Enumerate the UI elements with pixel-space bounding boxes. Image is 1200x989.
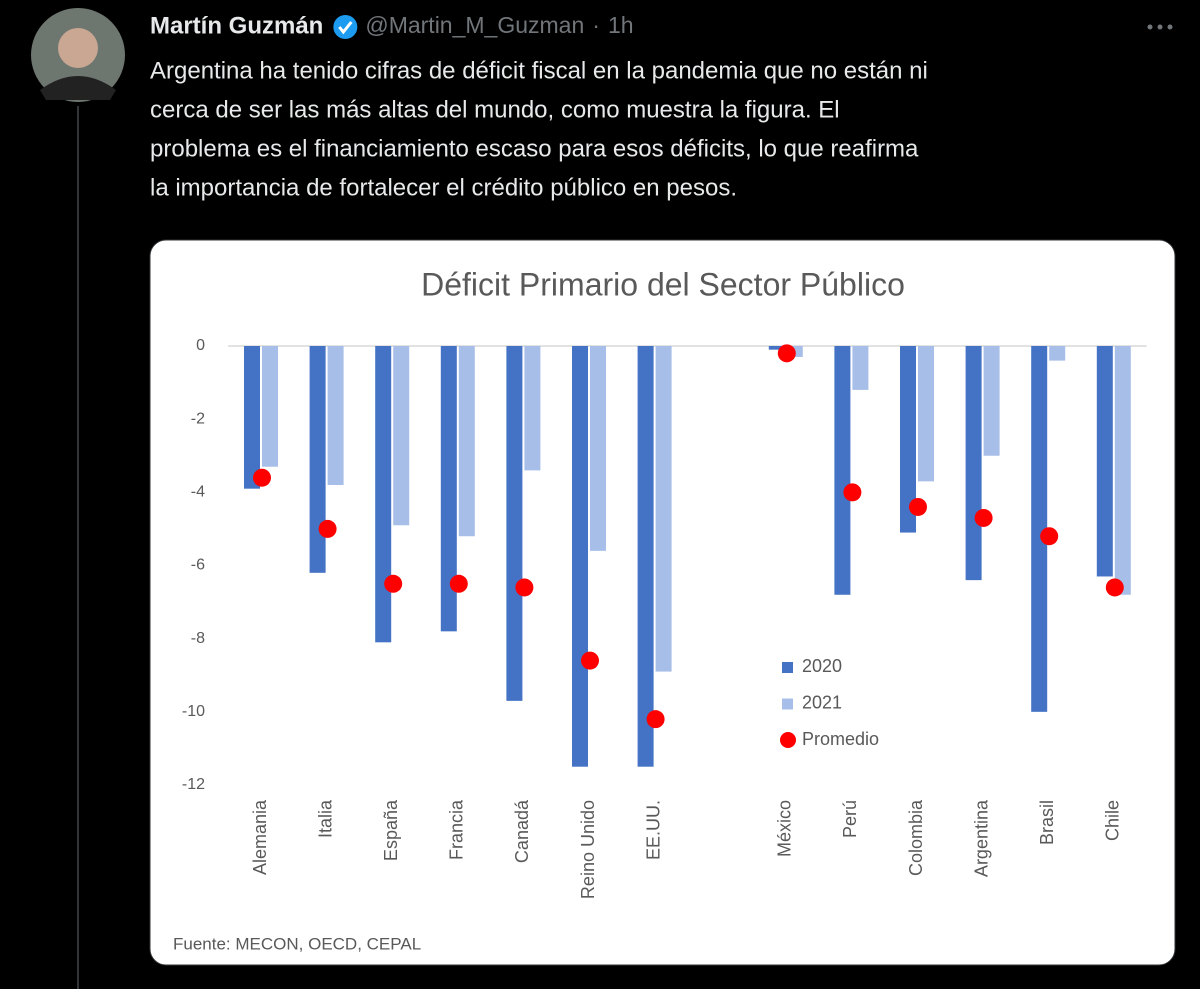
average-dot: [777, 344, 796, 363]
y-tick-label: -12: [182, 776, 205, 793]
average-dot: [318, 519, 337, 538]
bar: [375, 346, 392, 643]
y-tick-label: -4: [191, 484, 205, 501]
x-tick-label: Canadá: [512, 799, 532, 863]
legend-label: Promedio: [802, 729, 879, 749]
y-tick-label: 0: [196, 337, 205, 354]
average-dot: [384, 574, 403, 593]
tweet-text: la importancia de fortalecer el crédito …: [150, 174, 737, 201]
average-dot: [253, 468, 271, 487]
x-tick-label: Brasil: [1037, 800, 1057, 845]
x-tick-label: Italia: [315, 799, 335, 838]
x-tick-label: Argentina: [971, 799, 991, 877]
x-tick-label: España: [381, 799, 401, 861]
tweet-text: problema es el financiamiento escaso par…: [150, 135, 919, 162]
x-tick-label: Colombia: [906, 799, 926, 876]
x-tick-label: Francia: [447, 799, 467, 860]
average-dot: [449, 574, 468, 593]
bar: [655, 346, 672, 672]
bar: [262, 346, 278, 467]
bar: [965, 346, 982, 581]
author-name[interactable]: Martín Guzmán: [150, 12, 323, 39]
legend-swatch: [782, 698, 793, 710]
x-tick-label: EE.UU.: [643, 800, 663, 860]
bar: [572, 346, 588, 767]
bar: [918, 346, 934, 482]
y-tick-label: -8: [191, 630, 205, 647]
x-tick-label: Alemania: [250, 799, 270, 875]
bar: [244, 346, 260, 489]
bar: [1096, 346, 1113, 577]
average-dot: [515, 578, 534, 597]
more-menu[interactable]: [1147, 24, 1173, 30]
avatar[interactable]: [31, 8, 125, 102]
bar: [309, 346, 326, 573]
average-dot: [843, 483, 862, 502]
tweet-text: Argentina ha tenido cifras de déficit fi…: [150, 57, 928, 84]
average-dot: [1040, 527, 1059, 546]
chart-title: Déficit Primario del Sector Público: [421, 266, 905, 302]
x-tick-label: Chile: [1103, 800, 1123, 841]
legend-swatch: [782, 662, 793, 673]
bar: [983, 346, 1000, 456]
bar: [900, 346, 916, 533]
tweet-text: cerca de ser las más altas del mundo, co…: [150, 96, 840, 123]
bar: [440, 346, 457, 632]
bar: [768, 346, 785, 350]
bar: [524, 346, 541, 471]
y-tick-label: -6: [191, 557, 205, 574]
legend-label: 2021: [802, 692, 842, 712]
y-tick-label: -2: [191, 410, 205, 427]
x-tick-label: México: [775, 800, 795, 857]
bar: [1031, 346, 1048, 712]
bar: [834, 346, 851, 595]
bar: [637, 346, 654, 767]
bar: [458, 346, 475, 537]
average-dot: [974, 508, 993, 527]
bar: [506, 346, 523, 701]
legend-swatch: [780, 732, 796, 748]
average-dot: [646, 710, 665, 729]
average-dot: [581, 651, 599, 670]
bar: [327, 346, 344, 486]
y-tick-label: -10: [182, 703, 205, 720]
chart-source: Fuente: MECON, OECD, CEPAL: [173, 934, 421, 953]
bar: [590, 346, 606, 551]
average-dot: [1105, 578, 1124, 597]
average-dot: [909, 497, 927, 516]
verified-badge: [333, 15, 358, 39]
bar: [852, 346, 869, 390]
x-tick-label: Perú: [840, 800, 860, 838]
bar: [393, 346, 410, 526]
separator: ·: [592, 12, 600, 38]
x-tick-label: Reino Unido: [578, 800, 598, 899]
bar: [1114, 346, 1131, 595]
legend-label: 2020: [802, 656, 842, 676]
bar: [1049, 346, 1066, 361]
author-handle[interactable]: @Martin_M_Guzman: [365, 12, 584, 38]
timestamp[interactable]: 1h: [608, 12, 634, 38]
